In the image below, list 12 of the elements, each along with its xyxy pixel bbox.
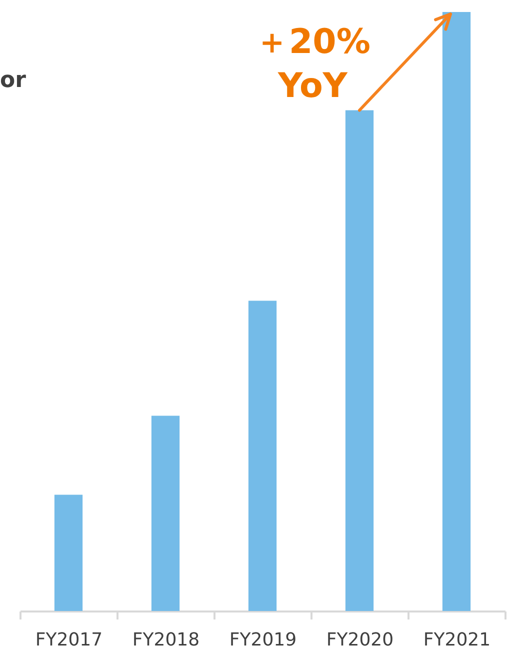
annotation: ＋20% YoY — [255, 21, 370, 108]
x-tick-label: FY2021 — [423, 630, 491, 650]
annotation: or — [0, 68, 26, 93]
bar — [345, 110, 374, 611]
bar — [442, 12, 471, 611]
x-tick-label: FY2017 — [35, 630, 103, 650]
x-tick-label: FY2019 — [229, 630, 297, 650]
bar — [151, 416, 180, 611]
x-tick-label: FY2018 — [132, 630, 200, 650]
bar — [54, 494, 83, 611]
x-tick-label: FY2020 — [326, 630, 394, 650]
bar — [248, 300, 277, 611]
